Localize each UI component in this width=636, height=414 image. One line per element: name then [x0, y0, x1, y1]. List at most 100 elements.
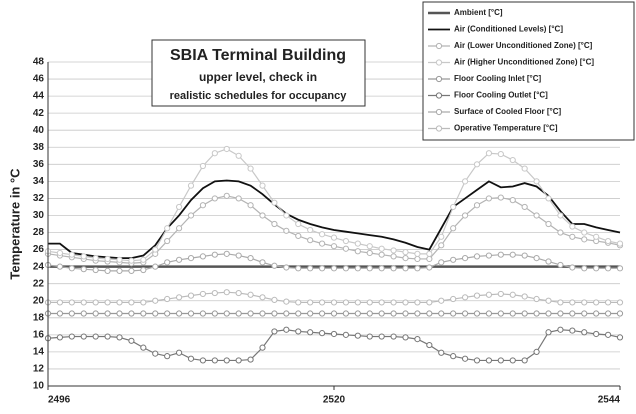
- series-marker: [438, 242, 445, 249]
- series-marker: [116, 256, 123, 263]
- series-marker: [485, 357, 493, 364]
- series-marker: [247, 165, 254, 172]
- series-marker: [485, 195, 493, 202]
- series-marker: [426, 250, 433, 257]
- series-marker: [80, 253, 87, 260]
- series-marker: [247, 291, 254, 298]
- series-marker: [557, 229, 564, 236]
- series-marker: [271, 296, 278, 303]
- series-marker: [438, 259, 445, 266]
- series-marker: [318, 299, 326, 306]
- series-marker: [438, 349, 445, 356]
- series-marker: [390, 253, 397, 260]
- series-marker: [187, 355, 195, 362]
- series-marker: [235, 289, 242, 297]
- series-marker: [104, 255, 111, 263]
- series-marker: [414, 299, 421, 306]
- series-marker: [402, 255, 409, 262]
- y-tick-label: 40: [33, 125, 45, 136]
- series-marker: [175, 349, 183, 356]
- series-marker: [426, 299, 433, 306]
- legend-label: Surface of Cooled Floor [°C]: [454, 107, 562, 116]
- series-marker: [271, 262, 278, 269]
- series-marker: [307, 310, 314, 317]
- series-marker: [593, 299, 600, 306]
- series-marker: [473, 310, 481, 317]
- x-tick-label: 2520: [323, 395, 346, 406]
- series-marker: [223, 192, 230, 199]
- x-tick-label: 2544: [598, 395, 621, 406]
- series-marker: [533, 255, 540, 262]
- series-marker: [283, 264, 290, 271]
- y-tick-label: 22: [33, 278, 45, 289]
- series-marker: [104, 310, 111, 317]
- series-marker: [354, 240, 361, 247]
- lines: [44, 145, 624, 364]
- series-marker: [581, 310, 588, 317]
- legend-label: Air (Lower Unconditioned Zone) [°C]: [454, 41, 593, 50]
- series-marker: [271, 220, 278, 228]
- series-marker: [390, 310, 397, 317]
- series-marker: [509, 251, 516, 258]
- series-marker: [545, 297, 552, 304]
- series-marker: [473, 253, 481, 260]
- series-marker: [211, 310, 218, 317]
- series-marker: [140, 256, 147, 263]
- series-marker: [450, 353, 457, 360]
- series-marker: [128, 310, 135, 317]
- series-marker: [128, 299, 135, 306]
- series-marker: [521, 310, 528, 317]
- series-marker: [342, 299, 350, 306]
- series-marker: [509, 156, 516, 164]
- series-marker: [450, 256, 457, 263]
- series-marker: [235, 357, 242, 364]
- series-marker: [199, 290, 207, 298]
- series-marker: [164, 225, 171, 232]
- series-marker: [223, 145, 230, 153]
- series-marker: [581, 329, 588, 336]
- series-marker: [175, 294, 183, 301]
- series-marker: [223, 310, 230, 317]
- series-marker: [414, 336, 421, 343]
- series-marker: [175, 256, 183, 263]
- y-tick-label: 46: [33, 74, 45, 85]
- series-marker: [307, 329, 314, 336]
- series-marker: [545, 258, 552, 265]
- series-marker: [461, 212, 469, 219]
- series-marker: [497, 251, 504, 258]
- series-marker: [164, 353, 171, 360]
- chart-subtitle: upper level, check in: [199, 70, 317, 84]
- series-marker: [366, 310, 373, 317]
- series-marker: [152, 246, 159, 253]
- y-tick-label: 20: [33, 295, 45, 306]
- series-marker: [307, 265, 314, 272]
- series-marker: [128, 337, 135, 344]
- series-marker: [211, 195, 218, 202]
- series-marker: [235, 152, 242, 159]
- series-marker: [92, 266, 99, 274]
- series-marker: [283, 326, 290, 333]
- series-marker: [402, 299, 409, 306]
- series-marker: [92, 255, 99, 262]
- series-marker: [533, 310, 540, 317]
- series-marker: [450, 225, 457, 232]
- series-marker: [414, 310, 421, 317]
- series-marker: [187, 212, 195, 219]
- series-marker: [235, 310, 242, 317]
- series-marker: [378, 265, 385, 272]
- series-marker: [581, 229, 588, 236]
- series-marker: [318, 265, 326, 272]
- series-marker: [616, 310, 624, 317]
- series-marker: [247, 310, 254, 317]
- series-marker: [164, 310, 171, 317]
- series-marker: [318, 240, 326, 247]
- series-marker: [402, 265, 409, 272]
- series-marker: [140, 310, 147, 317]
- series-marker: [199, 202, 207, 209]
- series-marker: [116, 267, 123, 274]
- series-marker: [569, 264, 576, 271]
- series-marker: [509, 310, 516, 317]
- series-marker: [461, 310, 469, 317]
- series-marker: [533, 178, 540, 185]
- series-marker: [593, 265, 600, 272]
